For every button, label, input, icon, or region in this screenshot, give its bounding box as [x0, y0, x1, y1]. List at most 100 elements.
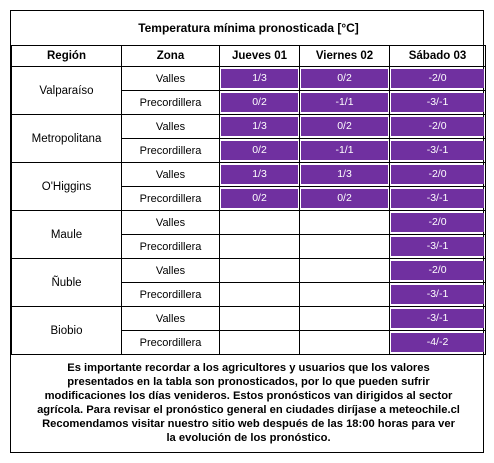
forecast-cell: 0/2 [219, 90, 300, 115]
forecast-value: -3/-1 [391, 309, 484, 328]
data-row: Biobio Valles -3/-1 [11, 306, 486, 355]
forecast-cell [299, 210, 390, 235]
forecast-cell: -3/-1 [389, 90, 486, 115]
forecast-value: -3/-1 [391, 189, 484, 208]
data-row: Maule Valles -2/0 [11, 210, 486, 259]
forecast-cell: -3/-1 [389, 306, 486, 331]
data-row: Metropolitana Valles 1/3 0/2 -2/0 [11, 114, 486, 163]
column-header: Zona [121, 45, 220, 67]
header-row: Región Zona Jueves 01 Viernes 02 Sábado 03 [11, 45, 486, 67]
forecast-value: 1/3 [221, 165, 298, 184]
table-body: Temperatura mínima pronosticada [°C] Regi… [11, 11, 486, 452]
forecast-cell [219, 282, 300, 307]
forecast-cell: -2/0 [389, 210, 486, 235]
forecast-value: 1/3 [221, 117, 298, 136]
forecast-cell [219, 258, 300, 283]
region-name: Valparaíso [11, 66, 122, 115]
data-row: Precordillera 0/2 -1/1 -3/-1 [12, 138, 486, 163]
forecast-value: 0/2 [221, 189, 298, 208]
forecast-cell: -3/-1 [389, 282, 486, 307]
forecast-cell: -2/0 [389, 162, 486, 187]
forecast-value: -2/0 [391, 117, 484, 136]
data-row: Valparaíso Valles 1/3 0/2 -2/0 [11, 66, 486, 115]
region-name: Metropolitana [11, 114, 122, 163]
zone-name: Valles [121, 114, 220, 139]
forecast-value: -1/1 [301, 93, 388, 112]
forecast-value: 0/2 [221, 141, 298, 160]
data-row: Precordillera -3/-1 [12, 282, 486, 307]
zone-name: Precordillera [121, 282, 220, 307]
data-row: Precordillera -4/-2 [12, 330, 486, 355]
note-line: modificaciones los días venideros. Estos… [44, 390, 453, 402]
forecast-cell [219, 210, 300, 235]
region-name: O'Higgins [11, 162, 122, 211]
note: Es importante recordar a los agricultore… [11, 354, 486, 452]
note-line: agrícola. Para revisar el pronóstico gen… [37, 404, 460, 416]
forecast-cell [219, 306, 300, 331]
forecast-panel: Temperatura mínima pronosticada [°C] Regi… [10, 10, 486, 453]
forecast-value: -3/-1 [391, 285, 484, 304]
forecast-cell: -3/-1 [389, 138, 486, 163]
data-row: Precordillera 0/2 0/2 -3/-1 [12, 186, 486, 211]
forecast-value: -2/0 [391, 261, 484, 280]
note-line: Recomendamos visitar nuestro sitio web d… [42, 418, 455, 430]
forecast-cell: -2/0 [389, 114, 486, 139]
title-row: Temperatura mínima pronosticada [°C] [11, 11, 486, 46]
data-row: Precordillera 0/2 -1/1 -3/-1 [12, 90, 486, 115]
forecast-value: -4/-2 [391, 333, 484, 352]
note-row: Es importante recordar a los agricultore… [11, 354, 486, 452]
zone-name: Valles [121, 162, 220, 187]
zone-name: Precordillera [121, 90, 220, 115]
forecast-cell: -2/0 [389, 258, 486, 283]
region-name: Ñuble [11, 258, 122, 307]
forecast-cell: -1/1 [299, 90, 390, 115]
forecast-value: -2/0 [391, 165, 484, 184]
forecast-value: 1/3 [301, 165, 388, 184]
forecast-cell: -3/-1 [389, 234, 486, 259]
forecast-cell: -1/1 [299, 138, 390, 163]
forecast-cell: 0/2 [219, 186, 300, 211]
forecast-value: -3/-1 [391, 141, 484, 160]
forecast-value: -3/-1 [391, 93, 484, 112]
forecast-cell [299, 234, 390, 259]
zone-name: Precordillera [121, 138, 220, 163]
forecast-value: 0/2 [221, 93, 298, 112]
column-header: Sábado 03 [389, 45, 486, 67]
forecast-cell: -4/-2 [389, 330, 486, 355]
forecast-value: -3/-1 [391, 237, 484, 256]
column-header: Jueves 01 [219, 45, 300, 67]
forecast-value: 0/2 [301, 189, 388, 208]
forecast-cell: 1/3 [219, 162, 300, 187]
data-row: O'Higgins Valles 1/3 1/3 -2/0 [11, 162, 486, 211]
data-row: Precordillera -3/-1 [12, 234, 486, 259]
forecast-cell: 0/2 [299, 66, 390, 91]
forecast-cell: -3/-1 [389, 186, 486, 211]
region-name: Maule [11, 210, 122, 259]
zone-name: Valles [121, 306, 220, 331]
forecast-value: -1/1 [301, 141, 388, 160]
forecast-cell [299, 330, 390, 355]
zone-name: Precordillera [121, 186, 220, 211]
forecast-cell [299, 306, 390, 331]
forecast-value: 0/2 [301, 69, 388, 88]
table-title: Temperatura mínima pronosticada [°C] [11, 11, 486, 46]
forecast-cell [299, 282, 390, 307]
forecast-cell: -2/0 [389, 66, 486, 91]
zone-name: Valles [121, 66, 220, 91]
zone-name: Precordillera [121, 330, 220, 355]
forecast-value: -2/0 [391, 213, 484, 232]
forecast-cell: 1/3 [219, 66, 300, 91]
forecast-cell: 0/2 [299, 114, 390, 139]
forecast-cell: 0/2 [299, 186, 390, 211]
forecast-table: Temperatura mínima pronosticada [°C] Regi… [11, 11, 486, 452]
forecast-value: 0/2 [301, 117, 388, 136]
zone-name: Valles [121, 210, 220, 235]
column-header: Región [11, 45, 122, 67]
forecast-value: 1/3 [221, 69, 298, 88]
zone-name: Valles [121, 258, 220, 283]
forecast-cell [219, 330, 300, 355]
data-row: Ñuble Valles -2/0 [11, 258, 486, 307]
forecast-cell [299, 258, 390, 283]
note-line: la evolución de los pronóstico. [166, 432, 331, 444]
